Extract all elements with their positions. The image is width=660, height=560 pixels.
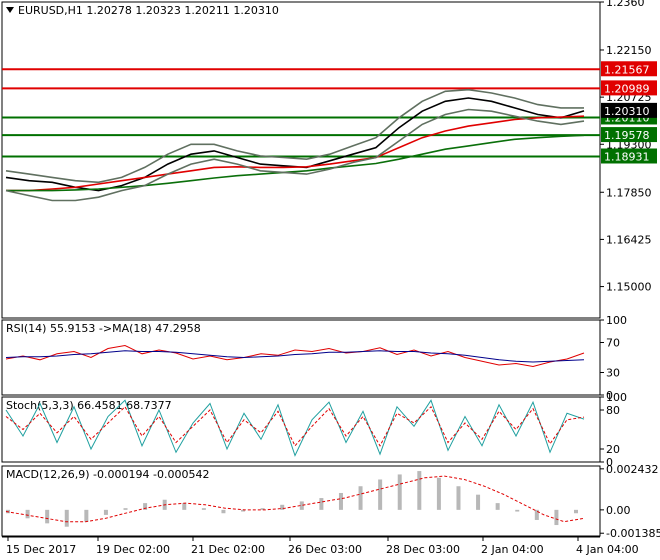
macd-bar — [554, 509, 559, 526]
pane-title: RSI(14) 55.9153 ->MA(18) 47.2958 — [6, 322, 201, 335]
x-tick-label: 28 Dec 03:00 — [386, 543, 460, 556]
pane-frame — [1, 319, 601, 396]
macd-bar — [378, 479, 383, 510]
level-tag — [601, 127, 657, 143]
level-tag — [601, 61, 657, 77]
x-tick-label: 4 Jan 04:00 — [576, 543, 639, 556]
y-tick-label: 1.22150 — [606, 44, 652, 57]
x-tick-label: 2 Jan 04:00 — [481, 543, 544, 556]
x-tick-label: 21 Dec 02:00 — [191, 543, 265, 556]
macd-bar — [260, 508, 265, 510]
macd-bar — [436, 477, 441, 510]
pane-1: 100 70 30 0 RSI(14) 55.9153 ->MA(18) 47.2958 — [1, 314, 627, 402]
level-tag — [601, 80, 657, 96]
y-tick-label: 80 — [606, 404, 620, 417]
macd-bar — [515, 509, 520, 512]
y-tick-label: 0 — [606, 456, 613, 469]
series-line-1 — [5, 350, 585, 363]
y-tick-label: 30 — [606, 367, 620, 380]
macd-bar — [45, 509, 50, 524]
series-line-1 — [5, 405, 585, 447]
y-tick-label: 1.2360 — [606, 0, 645, 9]
macd-bar — [397, 474, 402, 510]
macd-bar — [221, 509, 226, 514]
y-tick-label: -0.001385 — [606, 527, 660, 540]
macd-bar — [143, 503, 148, 510]
current-price-tag — [601, 102, 657, 118]
macd-bar — [456, 486, 461, 510]
collapse-triangle-icon — [6, 7, 14, 13]
level-tag — [601, 148, 657, 164]
y-tick-label: 1.16425 — [606, 233, 652, 246]
macd-bar — [123, 508, 128, 510]
macd-bar — [103, 509, 108, 515]
current-price-label: 1.20310 — [604, 105, 650, 118]
macd-bar — [319, 498, 324, 510]
y-tick-label: 0.00 — [606, 504, 631, 517]
y-tick-label: 70 — [606, 337, 620, 350]
x-tick-label: 19 Dec 02:00 — [96, 543, 170, 556]
y-tick-label: 100 — [606, 391, 627, 404]
pane-3: 0.002432 0.00 -0.001385 MACD(12,26,9) -0.00… — [1, 463, 660, 540]
y-tick-label: 1.17850 — [606, 186, 652, 199]
y-tick-label: 100 — [606, 314, 627, 327]
y-tick-label: 0.002432 — [606, 463, 659, 476]
macd-bar — [574, 509, 578, 514]
macd-bar — [534, 509, 539, 520]
macd-bar — [25, 509, 30, 519]
pane-frame — [1, 1, 601, 319]
pane-title: Stoch(5,3,3) 66.4581 68.7377 — [6, 399, 172, 412]
y-tick-label: 1.15000 — [606, 281, 652, 294]
level-tag-label: 1.21567 — [604, 63, 650, 76]
macd-bar — [182, 503, 187, 510]
macd-bar — [338, 492, 343, 510]
pane-title: MACD(12,26,9) -0.000194 -0.000542 — [6, 468, 209, 481]
level-tag-label: 1.19578 — [604, 129, 650, 142]
series-line-0 — [5, 399, 585, 457]
pane-title: EURUSD,H1 1.20278 1.20323 1.20211 1.2031… — [18, 4, 279, 17]
series-line-0 — [5, 475, 585, 523]
series-line-4 — [5, 108, 585, 202]
macd-bar — [280, 504, 285, 510]
y-tick-label: 20 — [606, 443, 620, 456]
series-line-3 — [5, 88, 584, 184]
macd-bar — [476, 494, 481, 510]
macd-bar — [64, 509, 69, 527]
macd-bar — [201, 508, 206, 510]
macd-bar — [84, 509, 89, 522]
pane-frame — [1, 465, 601, 537]
y-tick-label: 0 — [606, 389, 613, 402]
series-line-2 — [6, 134, 585, 192]
series-line-0 — [5, 344, 585, 368]
series-line-1 — [6, 115, 585, 192]
x-tick-label: 26 Dec 03:00 — [288, 543, 362, 556]
level-tag-label: 1.18931 — [604, 150, 650, 163]
macd-bar — [241, 509, 246, 512]
level-tag-label: 1.20989 — [604, 82, 650, 95]
macd-bar — [358, 486, 363, 510]
pane-0: 1.23601.221501.207251.193001.178501.1642… — [1, 0, 657, 319]
macd-bar — [495, 503, 500, 510]
x-tick-label: 15 Dec 2017 — [6, 543, 76, 556]
macd-bar — [417, 471, 422, 510]
macd-bar — [299, 501, 304, 510]
